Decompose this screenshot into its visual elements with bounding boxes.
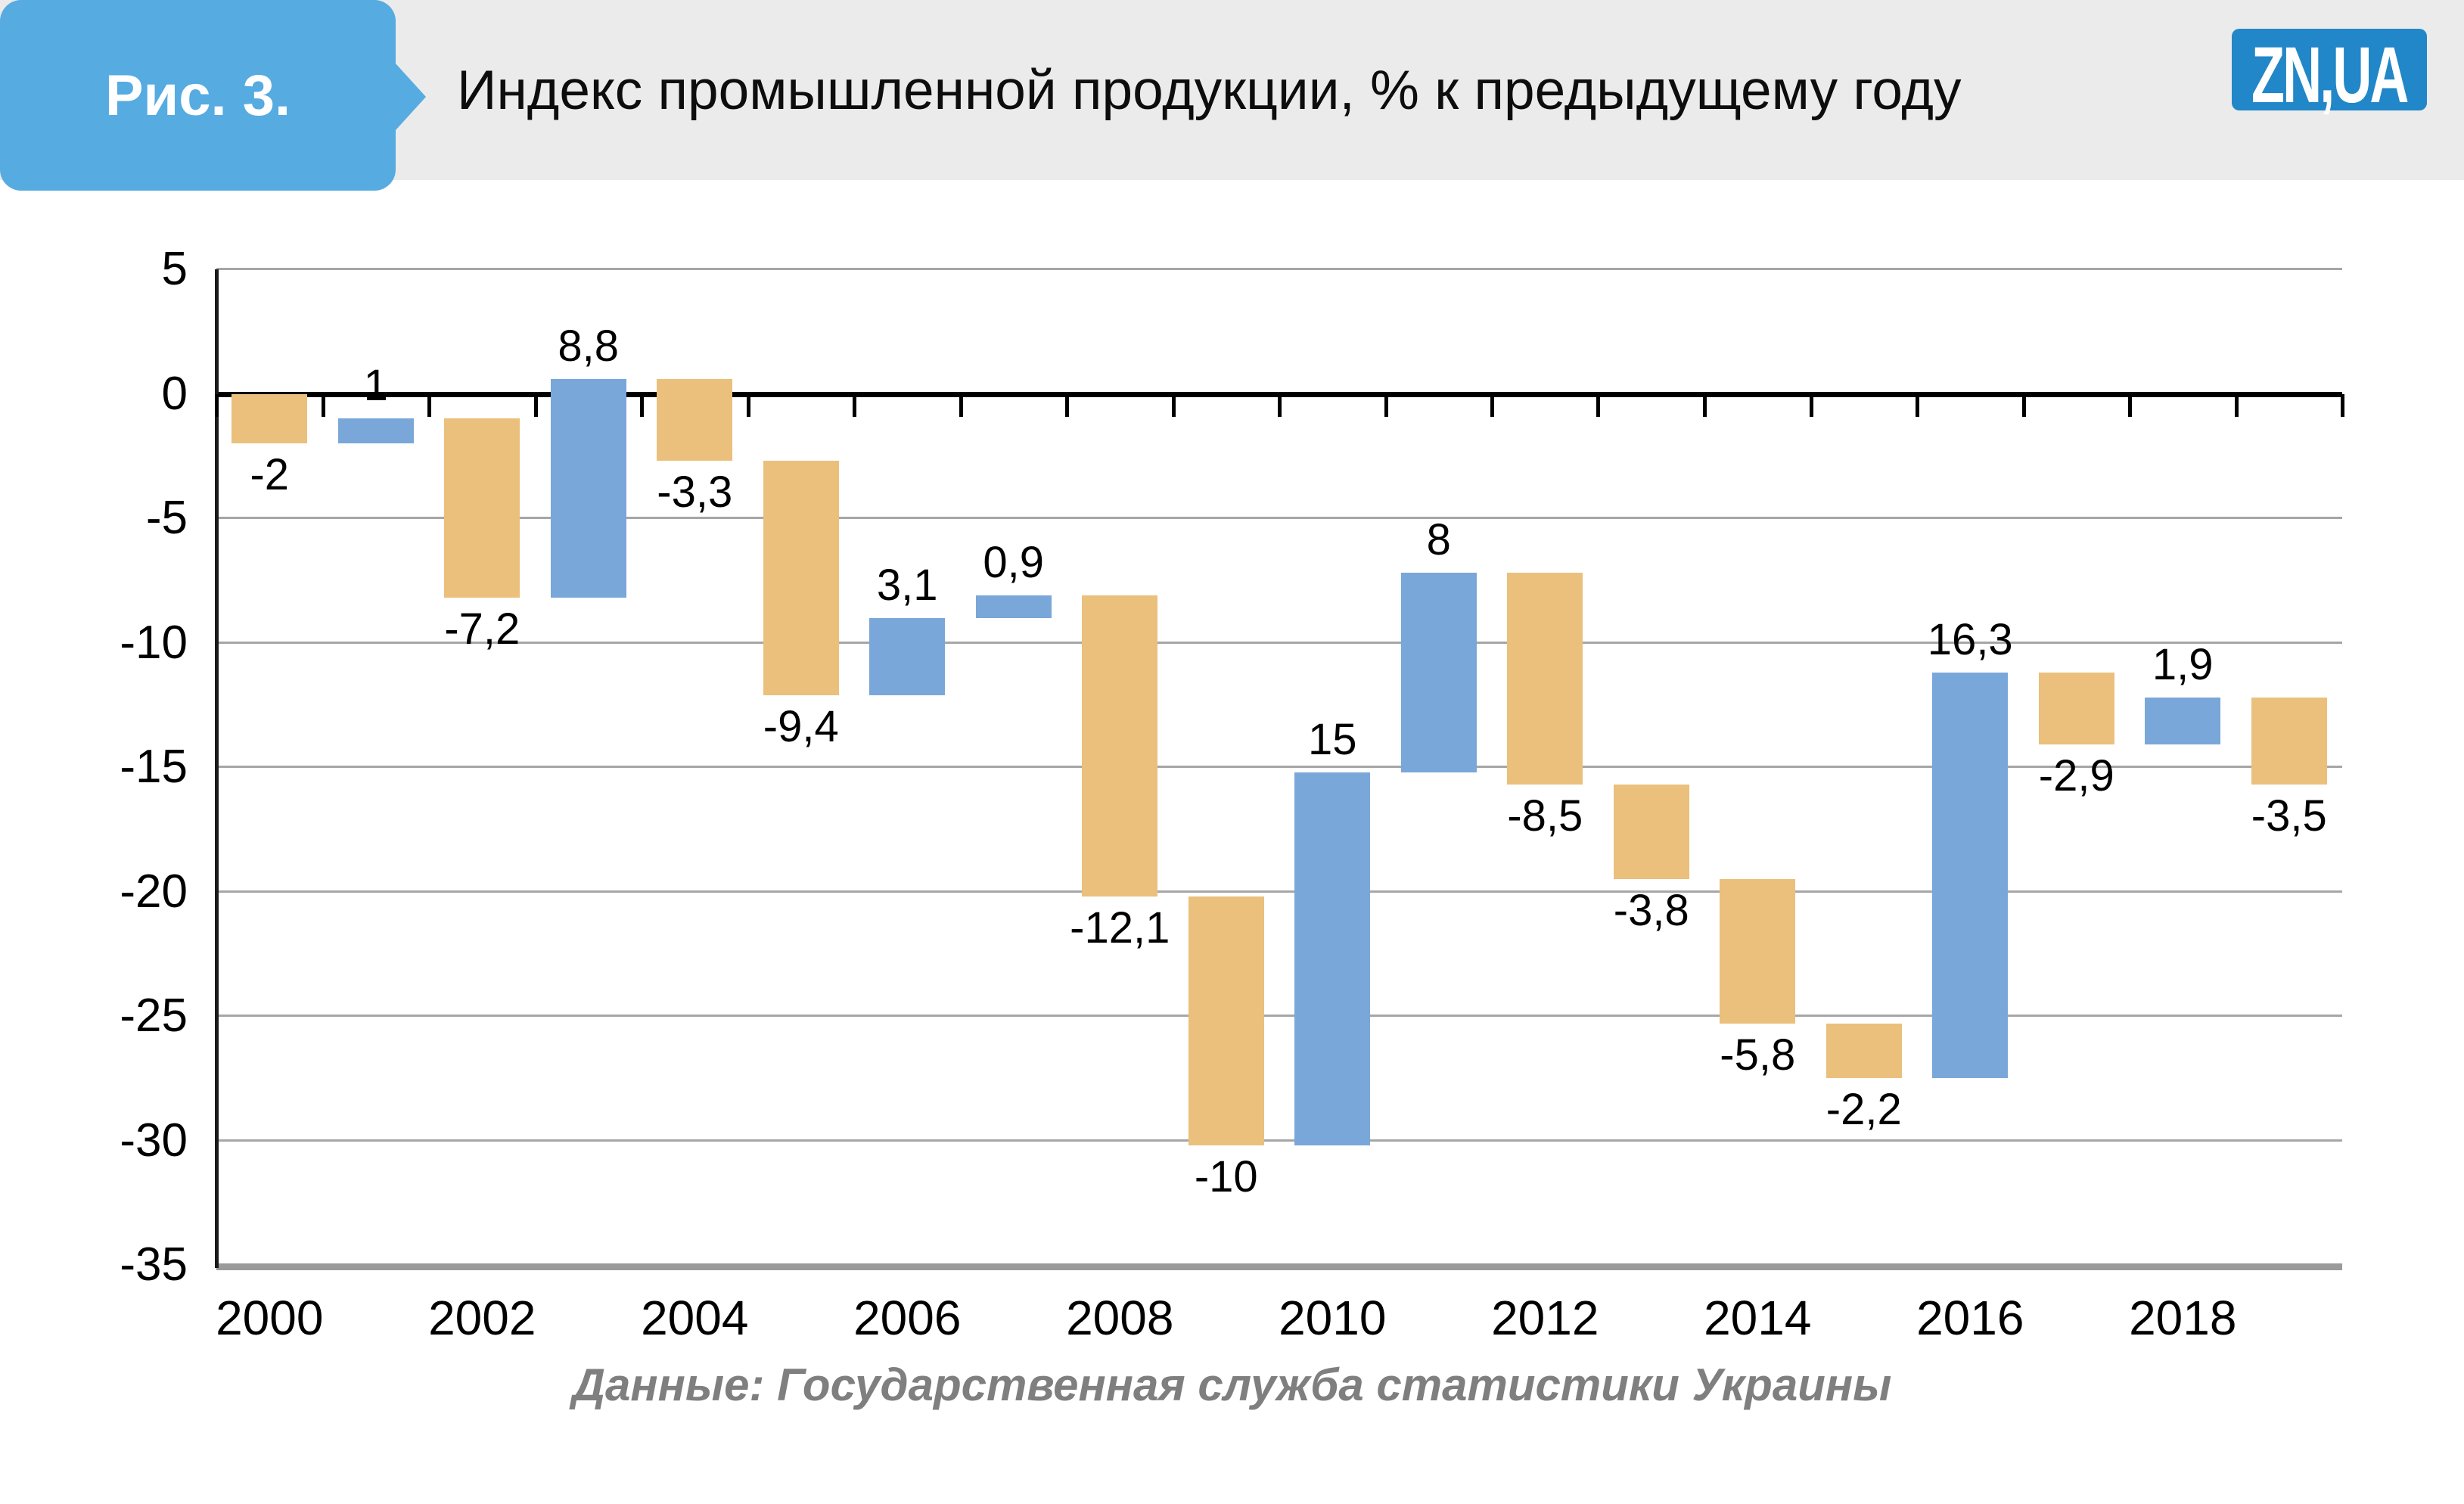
- gridline--25: [216, 1015, 2342, 1017]
- x-axis-tick-label-2018: 2018: [2129, 1291, 2237, 1345]
- y-axis-tick-label: 0: [161, 367, 188, 420]
- waterfall-bar-2016: [1932, 672, 2009, 1079]
- x-axis-tick-mark: [215, 393, 219, 417]
- x-axis-tick-mark: [640, 393, 644, 417]
- waterfall-bar-2015: [1825, 1023, 1902, 1079]
- x-axis-tick-label-2014: 2014: [1704, 1291, 1812, 1345]
- bar-value-label-2004: -3,3: [657, 468, 733, 517]
- x-axis-tick-label-2008: 2008: [1066, 1291, 1174, 1345]
- source-note: Данные: Государственная служба статистик…: [572, 1360, 1892, 1410]
- x-axis-tick-mark: [1596, 393, 1601, 417]
- x-axis-tick-label-2002: 2002: [428, 1291, 536, 1345]
- chart-title: Индекс промышленной продукции, % к преды…: [457, 59, 1962, 121]
- x-axis-tick-mark: [1703, 393, 1707, 417]
- y-axis-tick-label: -30: [120, 1114, 188, 1167]
- x-axis-tick-mark: [1809, 393, 1813, 417]
- y-axis-tick-label: -10: [120, 616, 188, 669]
- bar-value-label-2018: 1,9: [2152, 639, 2214, 689]
- bar-value-label-2013: -3,8: [1613, 886, 1689, 936]
- x-axis-tick-mark: [2128, 393, 2132, 417]
- bar-value-label-2003: 8,8: [558, 321, 620, 371]
- bar-value-label-2007: 0,9: [983, 538, 1045, 588]
- y-axis-tick-label: -20: [120, 865, 188, 918]
- gridline--5: [216, 517, 2342, 519]
- x-axis-tick-mark: [2234, 393, 2239, 417]
- x-axis-tick-mark: [853, 393, 856, 417]
- x-axis-tick-label-2010: 2010: [1279, 1291, 1387, 1345]
- y-axis-tick-label: -25: [120, 990, 188, 1042]
- x-axis-tick-label-2012: 2012: [1491, 1291, 1599, 1345]
- bar-value-label-2001: 1: [363, 361, 388, 411]
- x-axis-tick-mark: [533, 393, 538, 417]
- x-axis-tick-mark: [1065, 393, 1069, 417]
- waterfall-bar-2009: [1188, 896, 1264, 1146]
- x-axis-tick-mark: [1171, 393, 1176, 417]
- x-axis-tick-mark: [2341, 393, 2344, 417]
- bar-value-label-2010: 15: [1307, 714, 1357, 764]
- waterfall-bar-2006: [869, 617, 946, 695]
- gridline--15: [216, 766, 2342, 768]
- x-axis-tick-mark: [959, 393, 963, 417]
- y-axis-tick-label: -35: [120, 1238, 188, 1291]
- gridline--10: [216, 641, 2342, 644]
- waterfall-bar-2012: [1507, 573, 1583, 785]
- waterfall-bar-2017: [2038, 672, 2114, 745]
- x-axis-tick-mark: [1278, 393, 1282, 417]
- x-axis-tick-label-2000: 2000: [216, 1291, 324, 1345]
- znua-logo: ZN,UA: [2232, 29, 2427, 120]
- bar-value-label-2016: 16,3: [1927, 615, 2013, 665]
- bar-value-label-2019: -3,5: [2251, 791, 2327, 841]
- waterfall-bar-2010: [1294, 772, 1371, 1146]
- arrow-right-icon: [396, 64, 426, 130]
- x-axis-tick-mark: [427, 393, 431, 417]
- x-axis-tick-mark: [2021, 393, 2026, 417]
- x-axis-tick-label-2016: 2016: [1916, 1291, 2024, 1345]
- waterfall-bar-2004: [657, 378, 733, 461]
- waterfall-bar-2003: [550, 378, 626, 598]
- x-axis-tick-mark: [1916, 393, 1919, 417]
- waterfall-bar-2005: [763, 461, 839, 695]
- bar-value-label-2017: -2,9: [2038, 751, 2114, 801]
- waterfall-bar-2001: [337, 418, 414, 444]
- waterfall-bar-2014: [1720, 879, 1796, 1024]
- bar-value-label-2000: -2: [250, 450, 290, 500]
- x-axis-tick-mark: [1490, 393, 1494, 417]
- figure-label-box: Рис. 3.: [0, 0, 396, 191]
- y-axis-tick-label: -5: [145, 492, 188, 544]
- waterfall-bar-2008: [1082, 595, 1158, 897]
- waterfall-bar-2018: [2145, 697, 2221, 745]
- bar-value-label-2015: -2,2: [1825, 1085, 1902, 1135]
- gridline--20: [216, 890, 2342, 893]
- y-axis-tick-label: 5: [161, 243, 188, 295]
- bar-value-label-2011: 8: [1426, 515, 1451, 565]
- waterfall-bar-2019: [2251, 697, 2327, 785]
- x-axis-tick-label-2004: 2004: [641, 1291, 749, 1345]
- bar-value-label-2002: -7,2: [444, 604, 520, 654]
- x-axis-tick-mark: [746, 393, 750, 417]
- plot-area: -2 1 -7,2 8,8 -3,3 -9,4 3,1 0,9 -12,1 -10 15 8 -8,5-…: [215, 268, 2344, 1270]
- waterfall-bar-2007: [975, 595, 1052, 618]
- bar-value-label-2008: -12,1: [1070, 903, 1170, 953]
- bar-value-label-2014: -5,8: [1720, 1030, 1796, 1080]
- x-axis-tick-mark: [1384, 393, 1388, 417]
- waterfall-bar-2002: [444, 418, 520, 598]
- x-axis-tick-mark: [321, 393, 325, 417]
- x-axis-tick-label-2006: 2006: [853, 1291, 962, 1345]
- znua-logo-text: ZN,UA: [2251, 30, 2409, 120]
- gridline-5: [216, 268, 2342, 270]
- waterfall-bar-2013: [1613, 785, 1689, 880]
- gridline--35: [216, 1263, 2342, 1270]
- bar-value-label-2005: -9,4: [763, 701, 839, 751]
- bar-value-label-2009: -10: [1194, 1152, 1258, 1202]
- waterfall-bar-2011: [1400, 573, 1477, 772]
- bar-value-label-2006: 3,1: [876, 560, 938, 610]
- figure-label: Рис. 3.: [104, 63, 291, 128]
- y-axis-line: [215, 269, 219, 1268]
- y-axis-tick-label: -15: [120, 741, 188, 793]
- bar-value-label-2012: -8,5: [1507, 791, 1583, 841]
- waterfall-bar-2000: [231, 393, 308, 444]
- gridline--30: [216, 1139, 2342, 1142]
